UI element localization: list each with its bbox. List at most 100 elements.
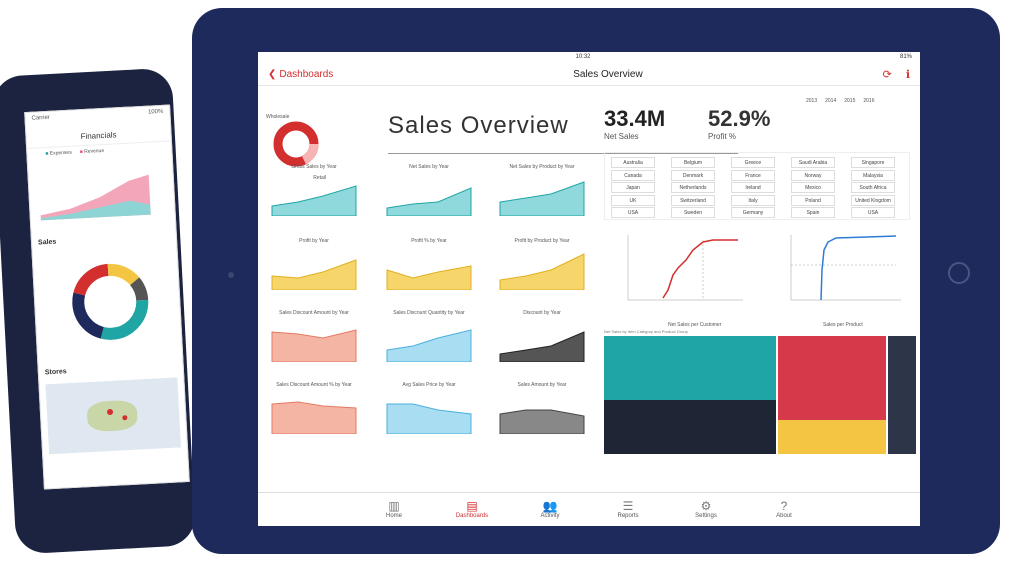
mini-chart-title: Profit by Year <box>299 238 329 244</box>
slicer-item[interactable]: Switzerland <box>671 194 715 206</box>
nav-label: About <box>776 513 792 519</box>
tablet-camera <box>228 272 234 278</box>
mini-chart[interactable]: Gross Sales by Year <box>268 164 360 217</box>
mini-chart[interactable]: Profit by Product by Year <box>496 238 588 291</box>
kpi-value: 52.9% <box>708 106 771 131</box>
kpi-net-sales: 33.4M Net Sales <box>604 106 665 141</box>
mini-chart[interactable]: Sales Discount Quantity by Year <box>383 310 475 363</box>
mini-chart[interactable]: Sales Amount by Year <box>496 382 588 435</box>
kpi-label: Net Sales <box>604 132 639 141</box>
treemap[interactable] <box>604 336 916 454</box>
slicer-item[interactable]: Australia <box>611 157 655 168</box>
chart-title-customer: Net Sales per Customer <box>668 322 722 328</box>
mini-chart[interactable]: Profit % by Year <box>383 238 475 291</box>
nav-label: Settings <box>695 513 717 519</box>
year-2016[interactable]: 2016 <box>863 98 875 104</box>
mini-chart-title: Sales Discount Amount by Year <box>279 310 349 316</box>
back-button[interactable]: ❮ Dashboards <box>268 69 333 80</box>
mini-chart[interactable]: Avg Sales Price by Year <box>383 382 475 435</box>
slicer-item[interactable]: Japan <box>611 182 655 193</box>
treemap-caption: Net Sales by Item Category and Product G… <box>604 329 688 334</box>
question-icon: ? <box>780 499 788 513</box>
people-icon: 👥 <box>542 499 558 513</box>
nav-title: Sales Overview <box>573 69 643 80</box>
mini-chart[interactable]: Profit by Year <box>268 238 360 291</box>
slicer-item[interactable]: Saudi Arabia <box>791 157 835 168</box>
info-icon[interactable]: ℹ <box>905 69 910 81</box>
treemap-cell[interactable] <box>778 420 886 454</box>
mini-chart-title: Sales Amount by Year <box>517 382 567 388</box>
mini-chart[interactable]: Sales Discount Amount by Year <box>268 310 360 363</box>
bar-chart-icon: ▥ <box>388 499 400 513</box>
dashboard-header: Sales Overview <box>388 102 738 154</box>
nav-reports[interactable]: ☰ Reports <box>608 499 648 526</box>
channel-donut: Wholesale Retail <box>266 114 326 181</box>
slicer-item[interactable]: Germany <box>731 207 775 218</box>
treemap-cell[interactable] <box>604 400 776 454</box>
home-button[interactable] <box>948 262 970 284</box>
slicer-item[interactable]: USA <box>851 207 895 218</box>
mini-chart[interactable]: Sales Discount Amount % by Year <box>268 382 360 435</box>
slicer-item[interactable]: South Africa <box>851 182 895 193</box>
year-2015[interactable]: 2015 <box>844 98 856 104</box>
nav-label: Reports <box>617 513 639 519</box>
nav-activity[interactable]: 👥 Activity <box>530 499 570 526</box>
slicer-item[interactable]: Mexico <box>791 182 835 193</box>
slicer-item[interactable]: UK <box>611 194 655 206</box>
mini-chart-title: Avg Sales Price by Year <box>402 382 456 388</box>
mini-chart[interactable]: Discount by Year <box>496 310 588 363</box>
year-2013[interactable]: 2013 <box>806 98 818 104</box>
kpi-label: Profit % <box>708 132 737 141</box>
nav-label: Activity <box>540 513 560 519</box>
mini-chart[interactable]: Net Sales by Product by Year <box>496 164 588 217</box>
mini-chart-title: Sales Discount Amount % by Year <box>276 382 352 388</box>
slicer-item[interactable]: Italy <box>731 194 775 206</box>
phone-battery: 100% <box>147 108 164 116</box>
nav-bar: ❮ Dashboards Sales Overview ⟳ ℹ <box>258 64 920 86</box>
slicer-item[interactable]: Greece <box>731 157 775 168</box>
country-slicer[interactable]: Australia Canada Japan UK USA Belgium Denmark N… <box>604 152 910 220</box>
mini-chart-title: Net Sales by Year <box>409 164 449 170</box>
phone-map[interactable] <box>45 377 181 455</box>
dashboard-icon: ▤ <box>466 499 478 513</box>
page-title: Sales Overview <box>388 112 569 139</box>
slicer-item[interactable]: Sweden <box>671 207 715 218</box>
slicer-item[interactable]: United Kingdom <box>851 194 895 206</box>
chevron-left-icon: ❮ <box>268 69 277 80</box>
phone-donut-chart <box>72 263 149 340</box>
slicer-item[interactable]: Denmark <box>671 169 715 181</box>
slicer-item[interactable]: Poland <box>791 194 835 206</box>
slicer-item[interactable]: USA <box>611 207 655 218</box>
treemap-cell[interactable] <box>888 336 916 454</box>
slicer-item[interactable]: Malaysia <box>851 169 895 181</box>
refresh-icon[interactable]: ⟳ <box>882 69 892 81</box>
slicer-item[interactable]: Canada <box>611 169 655 181</box>
report-icon: ☰ <box>622 499 634 513</box>
slicer-item[interactable]: Spain <box>791 207 835 218</box>
nav-settings[interactable]: ⚙ Settings <box>686 499 726 526</box>
slicer-item[interactable]: Singapore <box>851 157 895 168</box>
legend-revenue: Revenue <box>84 147 105 155</box>
slicer-item[interactable]: Norway <box>791 169 835 181</box>
slicer-item[interactable]: Belgium <box>671 157 715 168</box>
phone-screen: Carrier 100% Financials ■ Expenses ■ Rev… <box>24 104 190 490</box>
nav-dashboards[interactable]: ▤ Dashboards <box>452 499 492 526</box>
nav-label: Dashboards <box>455 513 489 519</box>
nav-home[interactable]: ▥ Home <box>374 499 414 526</box>
year-filter[interactable]: 2013 2014 2015 2016 <box>806 98 875 104</box>
treemap-cell[interactable] <box>778 336 886 420</box>
treemap-cell[interactable] <box>604 336 776 400</box>
slicer-item[interactable]: France <box>731 169 775 181</box>
mini-chart[interactable]: Net Sales by Year <box>383 164 475 217</box>
year-2014[interactable]: 2014 <box>825 98 837 104</box>
kpi-value: 33.4M <box>604 106 666 131</box>
mini-chart-title: Profit by Product by Year <box>514 238 570 244</box>
chart-title-product: Sales per Product <box>823 322 863 328</box>
donut-label-top: Wholesale <box>266 114 290 120</box>
gear-icon: ⚙ <box>700 499 712 513</box>
tablet-screen: 10:32 81% ❮ Dashboards Sales Overview ⟳ … <box>258 52 920 526</box>
nav-about[interactable]: ? About <box>764 499 804 526</box>
slicer-item[interactable]: Ireland <box>731 182 775 193</box>
phone-carrier: Carrier <box>31 114 51 122</box>
slicer-item[interactable]: Netherlands <box>671 182 715 193</box>
